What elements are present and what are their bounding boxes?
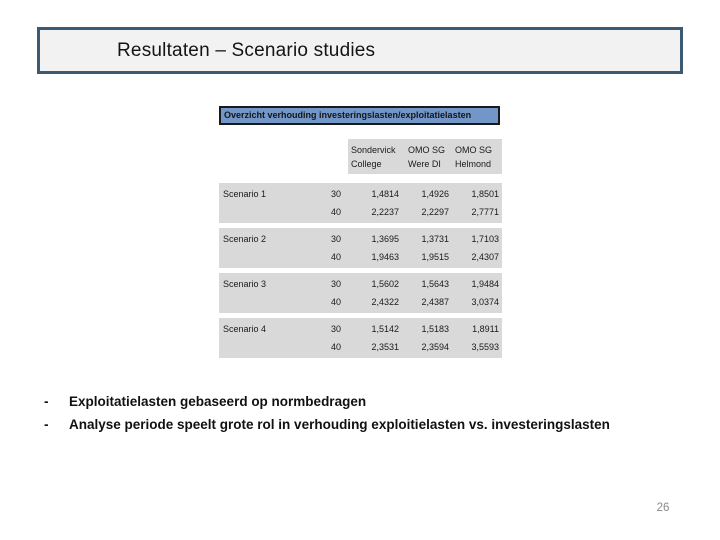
bullet-list: - Exploitatielasten gebaseerd op normbed…: [44, 390, 684, 436]
period-value: 30: [330, 324, 341, 334]
column-header-sondervick-college: Sondervick College: [351, 143, 396, 171]
scenario-label: Scenario 1: [223, 189, 267, 199]
bullet-dash: -: [44, 417, 49, 432]
scenario-3-block: Scenario 3 30 1,5602 1,5643 1,9484 40 2,…: [219, 273, 502, 313]
value-were-di: 2,4387: [421, 297, 449, 307]
table-title: Overzicht verhouding investeringslasten/…: [219, 106, 500, 125]
period-value: 30: [330, 279, 341, 289]
list-item: - Exploitatielasten gebaseerd op normbed…: [44, 390, 684, 413]
value-helmond: 3,0374: [471, 297, 499, 307]
scenario-2-block: Scenario 2 30 1,3695 1,3731 1,7103 40 1,…: [219, 228, 502, 268]
column-header-line1: Sondervick: [351, 145, 396, 155]
period-value: 40: [330, 297, 341, 307]
bullet-dash: -: [44, 394, 49, 409]
scenario-label: Scenario 4: [223, 324, 267, 334]
table-row: Scenario 4 30 1,5142 1,5183 1,8911: [219, 320, 502, 338]
ratio-table: Overzicht verhouding investeringslasten/…: [219, 106, 502, 361]
scenario-1-block: Scenario 1 30 1,4814 1,4926 1,8501 40 2,…: [219, 183, 502, 223]
scenario-label: Scenario 3: [223, 279, 267, 289]
value-were-di: 1,5183: [421, 324, 449, 334]
column-header-line1: OMO SG: [408, 145, 446, 155]
value-were-di: 2,3594: [421, 342, 449, 352]
bullet-text: Exploitatielasten gebaseerd op normbedra…: [69, 394, 367, 409]
table-row: 40 2,2237 2,2297 2,7771: [219, 203, 502, 221]
table-row: Scenario 2 30 1,3695 1,3731 1,7103: [219, 230, 502, 248]
table-row: 40 1,9463 1,9515 2,4307: [219, 248, 502, 266]
value-sondervick: 2,2237: [371, 207, 399, 217]
value-helmond: 2,7771: [471, 207, 499, 217]
value-helmond: 1,8501: [471, 189, 499, 199]
period-value: 30: [330, 234, 341, 244]
value-sondervick: 1,3695: [371, 234, 399, 244]
value-helmond: 1,9484: [471, 279, 499, 289]
value-were-di: 1,5643: [421, 279, 449, 289]
value-sondervick: 2,3531: [371, 342, 399, 352]
column-header-line1: OMO SG: [455, 145, 493, 155]
value-helmond: 1,7103: [471, 234, 499, 244]
value-sondervick: 1,9463: [371, 252, 399, 262]
value-sondervick: 1,5142: [371, 324, 399, 334]
table-row: 40 2,4322 2,4387 3,0374: [219, 293, 502, 311]
scenario-label: Scenario 2: [223, 234, 267, 244]
table-row: Scenario 1 30 1,4814 1,4926 1,8501: [219, 185, 502, 203]
period-value: 40: [330, 342, 341, 352]
page-number: 26: [656, 502, 670, 514]
column-header-omo-sg-were-di: OMO SG Were DI: [408, 143, 445, 171]
period-value: 30: [330, 189, 341, 199]
value-were-di: 1,9515: [421, 252, 449, 262]
column-header-line2: Helmond: [455, 159, 492, 169]
value-were-di: 1,4926: [421, 189, 449, 199]
column-header-line2: Were DI: [408, 159, 441, 169]
scenario-4-block: Scenario 4 30 1,5142 1,5183 1,8911 40 2,…: [219, 318, 502, 358]
value-sondervick: 1,5602: [371, 279, 399, 289]
value-sondervick: 1,4814: [371, 189, 399, 199]
period-value: 40: [330, 207, 341, 217]
table-row: 40 2,3531 2,3594 3,5593: [219, 338, 502, 356]
slide-title-box: Resultaten – Scenario studies: [37, 27, 683, 74]
column-header-line2: College: [351, 159, 382, 169]
bullet-text: Analyse periode speelt grote rol in verh…: [69, 417, 610, 432]
table-column-headers: Sondervick College OMO SG Were DI OMO SG…: [348, 139, 502, 174]
value-helmond: 2,4307: [471, 252, 499, 262]
column-header-omo-sg-helmond: OMO SG Helmond: [455, 143, 492, 171]
value-helmond: 1,8911: [472, 324, 499, 334]
period-value: 40: [330, 252, 341, 262]
value-sondervick: 2,4322: [371, 297, 399, 307]
value-were-di: 2,2297: [421, 207, 449, 217]
value-were-di: 1,3731: [421, 234, 449, 244]
list-item: - Analyse periode speelt grote rol in ve…: [44, 413, 684, 436]
slide-title: Resultaten – Scenario studies: [117, 39, 376, 61]
value-helmond: 3,5593: [471, 342, 499, 352]
table-row: Scenario 3 30 1,5602 1,5643 1,9484: [219, 275, 502, 293]
